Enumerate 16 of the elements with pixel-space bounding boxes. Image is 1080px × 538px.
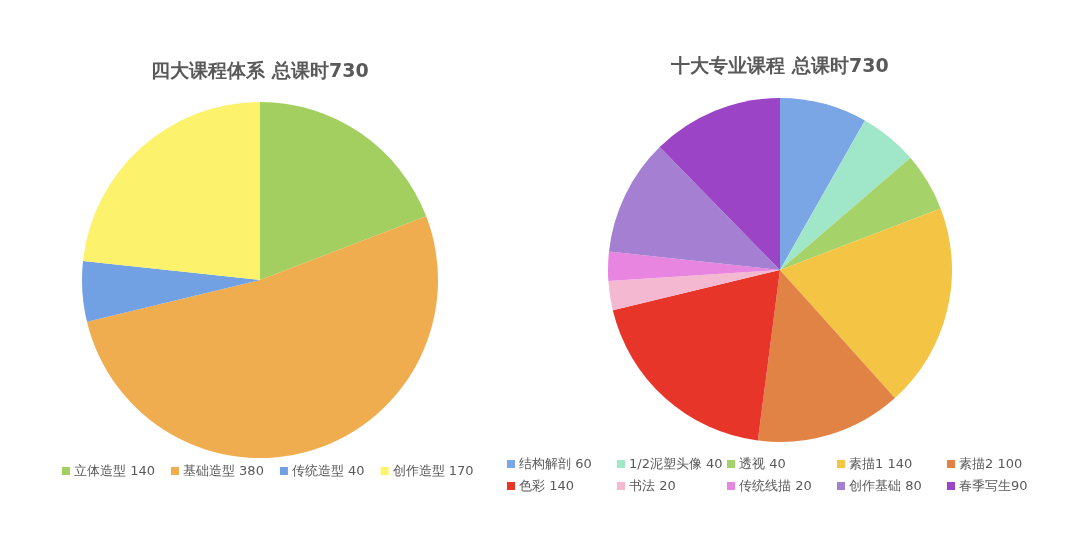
legend-label: 素描2 100 (959, 456, 1023, 471)
legend-label: 传统线描 20 (739, 478, 812, 493)
chart-title: 十大专业课程 总课时730 (670, 54, 889, 76)
chart-title: 四大课程体系 总课时730 (151, 59, 369, 81)
legend-label: 1/2泥塑头像 40 (629, 456, 723, 471)
legend-label: 创作基础 80 (849, 478, 922, 493)
legend-label: 传统造型 40 (291, 463, 365, 478)
legend-label: 色彩 140 (519, 478, 574, 493)
legend-label: 春季写生90 (959, 478, 1028, 493)
legend-label: 创作造型 170 (392, 463, 474, 478)
legend-label: 素描1 140 (849, 456, 913, 471)
legend-label: 立体造型 140 (74, 463, 155, 478)
legend-label: 透视 40 (739, 456, 786, 471)
legend-label: 结构解剖 60 (519, 456, 592, 471)
legend-label: 基础造型 380 (182, 463, 264, 478)
legend-label: 书法 20 (629, 478, 676, 493)
